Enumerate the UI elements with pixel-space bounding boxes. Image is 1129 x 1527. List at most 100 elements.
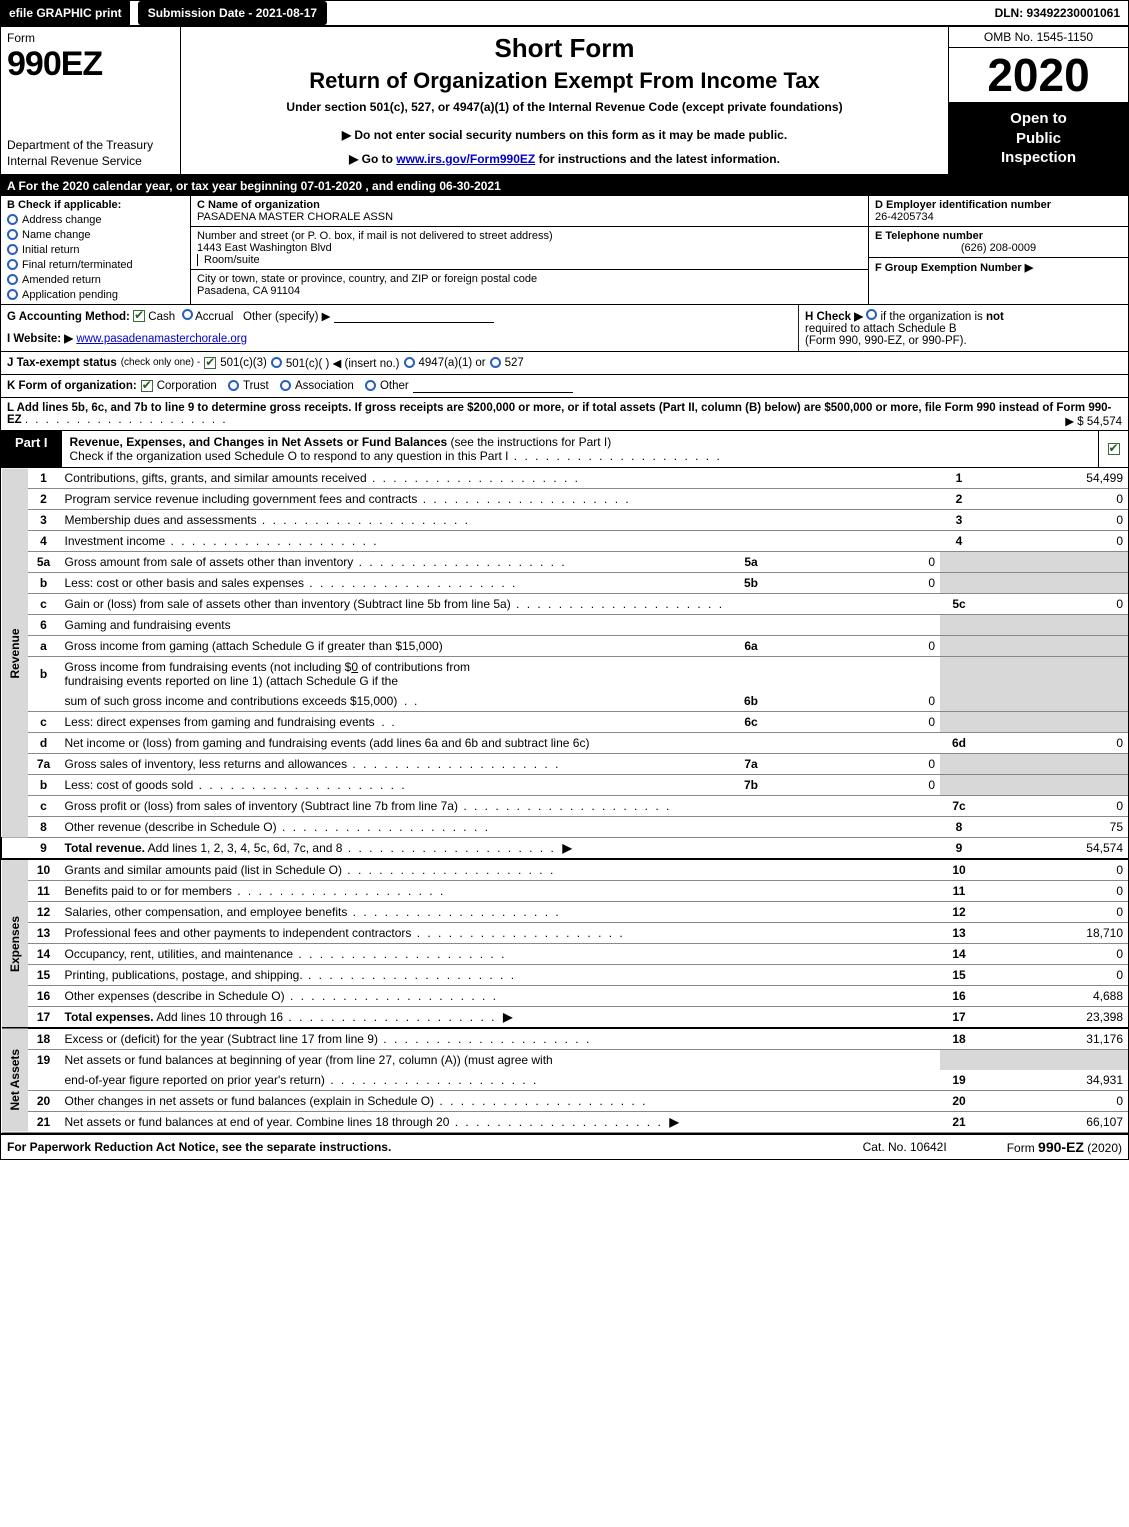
dots-icon <box>325 1073 538 1087</box>
row-21: 21 Net assets or fund balances at end of… <box>2 1111 1129 1132</box>
rnum: 12 <box>940 901 978 922</box>
rowdesc: Net assets or fund balances at beginning… <box>60 1049 941 1070</box>
rval-shade <box>978 753 1128 774</box>
g-cash-checkbox[interactable] <box>133 310 145 322</box>
rval: 54,499 <box>978 468 1128 489</box>
rownum: 19 <box>28 1049 60 1070</box>
rnum: 10 <box>940 859 978 881</box>
footer-right-post: (2020) <box>1084 1141 1122 1155</box>
rval: 54,574 <box>978 837 1128 859</box>
g-other-input[interactable] <box>334 309 494 323</box>
rval-shade <box>978 614 1128 635</box>
section-b: B Check if applicable: Address change Na… <box>1 196 191 304</box>
goto-pre: ▶ Go to <box>349 152 396 166</box>
rnum: 5c <box>940 593 978 614</box>
rval: 18,710 <box>978 922 1128 943</box>
circle-icon[interactable] <box>228 380 239 391</box>
b-opt-label: Amended return <box>22 274 101 286</box>
i-website-link[interactable]: www.pasadenamasterchorale.org <box>76 333 247 345</box>
rowdesc: Benefits paid to or for members <box>65 884 232 898</box>
rval-shade <box>978 774 1128 795</box>
sidebar-netassets: Net Assets <box>2 1028 28 1133</box>
rval-shade <box>978 635 1128 656</box>
h-not: not <box>986 311 1004 323</box>
rownum: 18 <box>28 1028 60 1050</box>
rowdesc: Less: cost or other basis and sales expe… <box>65 576 304 590</box>
section-c: C Name of organization PASADENA MASTER C… <box>191 196 868 304</box>
open-l3: Inspection <box>1001 149 1076 166</box>
c-addr-lbl: Number and street (or P. O. box, if mail… <box>197 230 553 242</box>
e-telephone: E Telephone number (626) 208-0009 <box>869 227 1128 258</box>
rowdesc: Membership dues and assessments <box>65 513 257 527</box>
row-20: 20 Other changes in net assets or fund b… <box>2 1090 1129 1111</box>
row-11: 11 Benefits paid to or for members 11 0 <box>2 880 1129 901</box>
b-opt-label: Name change <box>22 229 91 241</box>
j-lbl: J Tax-exempt status <box>7 357 117 369</box>
rnum-shade <box>940 551 978 572</box>
rval: 0 <box>978 488 1128 509</box>
section-l: L Add lines 5b, 6c, and 7b to line 9 to … <box>1 398 1128 431</box>
b-header: B Check if applicable: <box>7 199 184 211</box>
rval: 0 <box>978 943 1128 964</box>
row-15: 15 Printing, publications, postage, and … <box>2 964 1129 985</box>
rval: 0 <box>978 795 1128 816</box>
row-6d: d Net income or (loss) from gaming and f… <box>2 732 1129 753</box>
midnum: 5b <box>732 572 770 593</box>
rowdesc: Gross amount from sale of assets other t… <box>65 555 354 569</box>
g-lbl: G Accounting Method: <box>7 311 130 323</box>
open-public-inspection: Open to Public Inspection <box>949 103 1128 174</box>
circle-icon[interactable] <box>490 357 501 368</box>
rnum-shade <box>940 691 978 712</box>
b-name-change[interactable]: Name change <box>7 229 184 241</box>
rownum <box>28 1070 60 1091</box>
omb-number: OMB No. 1545-1150 <box>949 27 1128 48</box>
k-o2: Trust <box>243 380 269 392</box>
b-application-pending[interactable]: Application pending <box>7 289 184 301</box>
circle-icon[interactable] <box>280 380 291 391</box>
form-word: Form <box>7 31 174 45</box>
midval: 0 <box>770 774 940 795</box>
k-other-input[interactable] <box>413 379 573 393</box>
dots-icon <box>434 1094 647 1108</box>
c-addr-val: 1443 East Washington Blvd <box>197 242 332 254</box>
d-ein-val: 26-4205734 <box>875 211 1122 223</box>
rval-shade <box>978 691 1128 712</box>
row-5c: c Gain or (loss) from sale of assets oth… <box>2 593 1129 614</box>
efile-graphic-print[interactable]: efile GRAPHIC print <box>1 1 130 25</box>
part1-schedO-checkbox[interactable] <box>1108 443 1120 455</box>
part1-schedO-checkbox-cell <box>1098 431 1128 467</box>
k-corp-checkbox[interactable] <box>141 380 153 392</box>
b-amended-return[interactable]: Amended return <box>7 274 184 286</box>
rownum: 2 <box>28 488 60 509</box>
form-990ez-page: efile GRAPHIC print Submission Date - 20… <box>0 0 1129 1160</box>
f-grp-lbl: F Group Exemption Number ▶ <box>875 262 1033 274</box>
circle-icon[interactable] <box>404 357 415 368</box>
goto-link[interactable]: www.irs.gov/Form990EZ <box>396 152 535 166</box>
midval: 0 <box>770 635 940 656</box>
goto-post: for instructions and the latest informat… <box>535 152 780 166</box>
b-initial-return[interactable]: Initial return <box>7 244 184 256</box>
c-city-row: City or town, state or province, country… <box>191 270 868 300</box>
circle-icon[interactable] <box>365 380 376 391</box>
part1-title-rest: (see the instructions for Part I) <box>447 435 611 449</box>
rowdesc: sum of such gross income and contributio… <box>65 694 398 708</box>
circle-icon <box>7 289 18 300</box>
rowdesc: Excess or (deficit) for the year (Subtra… <box>65 1032 378 1046</box>
circle-icon[interactable] <box>866 309 877 320</box>
rownum: 11 <box>28 880 60 901</box>
rownum: 13 <box>28 922 60 943</box>
circle-icon[interactable] <box>271 357 282 368</box>
j-o1: 501(c)(3) <box>220 357 267 369</box>
rval: 66,107 <box>978 1111 1128 1132</box>
j-501c3-checkbox[interactable] <box>204 357 216 369</box>
row-4: 4 Investment income 4 0 <box>2 530 1129 551</box>
rownum: b <box>28 774 60 795</box>
row-16: 16 Other expenses (describe in Schedule … <box>2 985 1129 1006</box>
k-lbl: K Form of organization: <box>7 380 137 392</box>
header-left: Form 990EZ Department of the Treasury In… <box>1 27 181 174</box>
b-address-change[interactable]: Address change <box>7 214 184 226</box>
circle-icon[interactable] <box>182 309 193 320</box>
b-final-return[interactable]: Final return/terminated <box>7 259 184 271</box>
rval: 34,931 <box>978 1070 1128 1091</box>
midnum: 6c <box>732 711 770 732</box>
